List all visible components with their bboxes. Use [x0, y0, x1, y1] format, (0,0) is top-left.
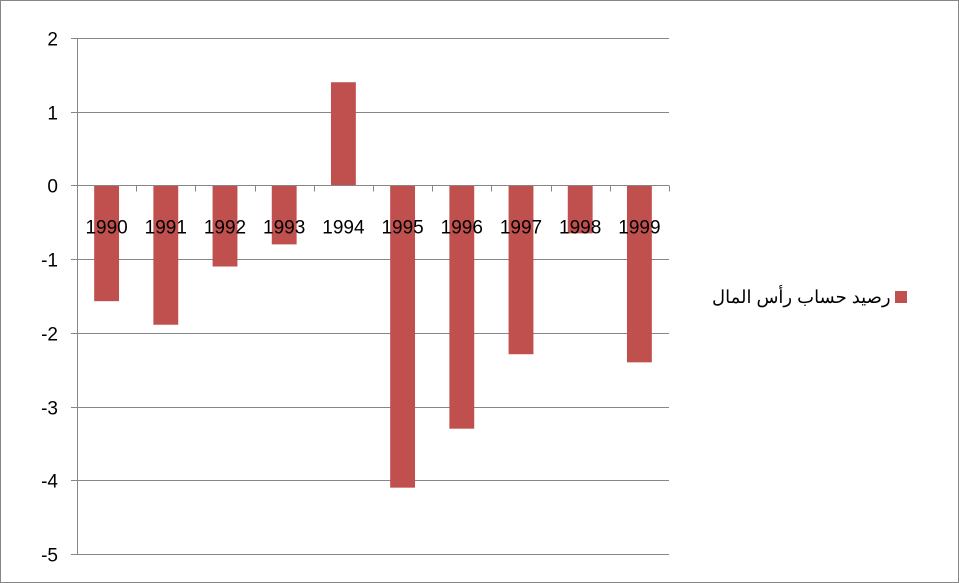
y-tick-label: -3 — [41, 399, 58, 420]
x-tick-label: 1995 — [381, 217, 423, 238]
x-tick-labels: 1990 1991 1992 1993 1994 1995 1996 1997 1998 1999 — [85, 217, 660, 238]
x-tick-label: 1991 — [145, 217, 187, 238]
legend-label: رصيد حساب رأس المال — [712, 286, 891, 307]
x-tick-label: 1998 — [559, 217, 601, 238]
bar-1991 — [153, 185, 179, 325]
y-tick-label: -1 — [41, 251, 58, 272]
bar-1994 — [330, 82, 356, 186]
x-tick-label: 1994 — [322, 217, 365, 238]
x-tick-label: 1997 — [500, 217, 542, 238]
bars — [94, 82, 652, 488]
bar-1997 — [508, 185, 534, 355]
bar-1992 — [212, 185, 238, 267]
bar-1993 — [271, 185, 297, 245]
y-tick-label: -2 — [41, 325, 58, 346]
x-tick-label: 1996 — [441, 217, 483, 238]
x-tick-label: 1992 — [204, 217, 246, 238]
y-tick-label: 2 — [47, 30, 58, 51]
bar-1996 — [449, 185, 475, 429]
x-tick-label: 1999 — [618, 217, 660, 238]
bar-1998 — [567, 185, 593, 234]
bar-1995 — [390, 185, 416, 488]
x-tick-label: 1990 — [85, 217, 127, 238]
legend-swatch — [894, 291, 907, 303]
x-tick-label: 1993 — [263, 217, 305, 238]
y-tick-label: -5 — [41, 546, 58, 567]
axes — [71, 38, 670, 555]
y-tick-labels: 2 1 0 -1 -2 -3 -4 -5 — [41, 30, 58, 567]
bar-1990 — [94, 185, 120, 302]
legend: رصيد حساب رأس المال — [712, 285, 907, 309]
y-tick-label: 0 — [47, 177, 58, 198]
bar-1999 — [626, 185, 652, 363]
y-tick-label: -4 — [41, 472, 58, 493]
y-tick-label: 1 — [47, 104, 58, 125]
